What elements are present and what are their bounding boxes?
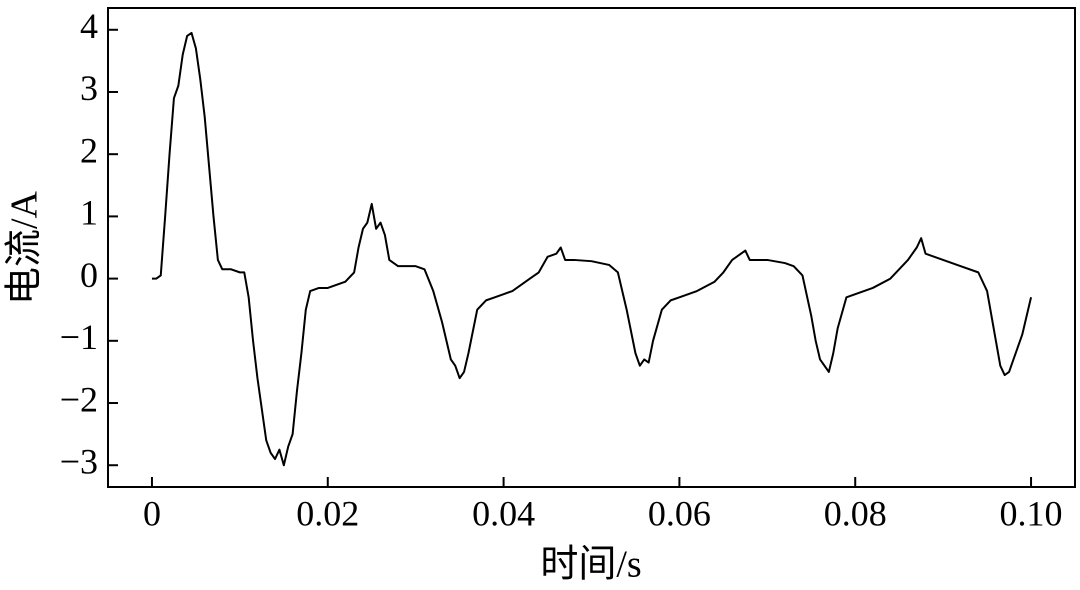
line-series xyxy=(151,31,1033,467)
y-tick-label: −1 xyxy=(60,317,98,357)
x-tick-label: 0.08 xyxy=(824,493,887,533)
x-tick-label: 0.06 xyxy=(648,493,711,533)
x-tick-label: 0.02 xyxy=(296,493,359,533)
x-tick-label: 0.04 xyxy=(472,493,535,533)
y-tick-label: −3 xyxy=(60,441,98,481)
y-tick-label: 2 xyxy=(80,130,98,170)
x-tick-label: 0.10 xyxy=(1000,493,1063,533)
y-tick-label: 4 xyxy=(80,6,98,46)
x-axis-label: 时间/s xyxy=(540,544,641,586)
y-tick-label: 3 xyxy=(80,68,98,108)
y-tick-label: 1 xyxy=(80,193,98,233)
plot-frame xyxy=(107,7,1076,488)
x-tick-label: 0 xyxy=(143,493,161,533)
y-tick-label: −2 xyxy=(60,379,98,419)
y-axis-label: 电流/A xyxy=(4,190,46,305)
y-tick-label: 0 xyxy=(80,255,98,295)
